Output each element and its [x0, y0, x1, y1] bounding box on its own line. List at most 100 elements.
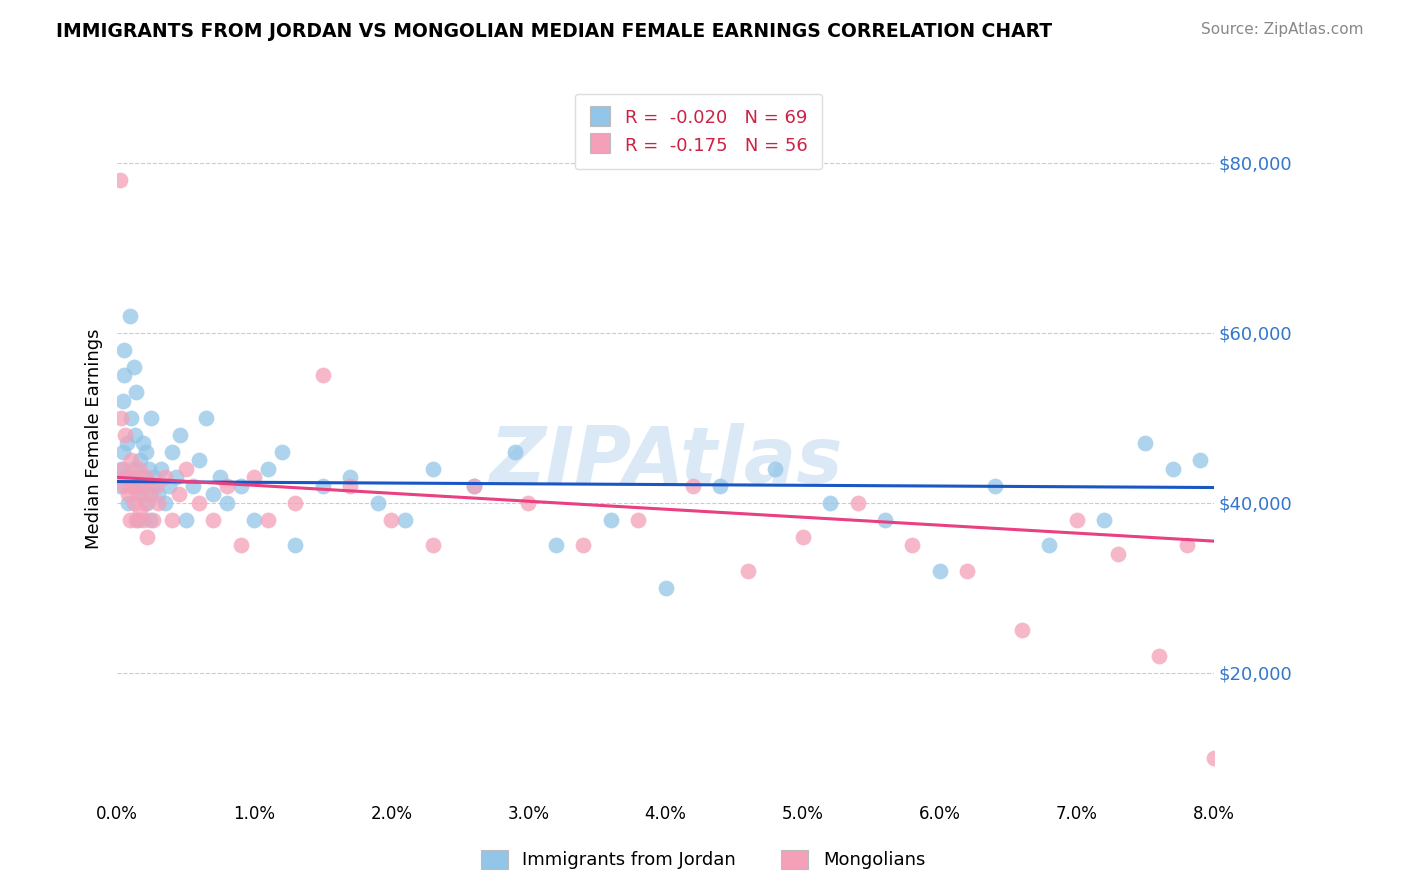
Text: IMMIGRANTS FROM JORDAN VS MONGOLIAN MEDIAN FEMALE EARNINGS CORRELATION CHART: IMMIGRANTS FROM JORDAN VS MONGOLIAN MEDI…: [56, 22, 1052, 41]
Point: [143, 470, 166, 484]
Point: [131, 487, 153, 501]
Point: [167, 487, 190, 501]
Point: [142, 513, 165, 527]
Point: [135, 444, 157, 458]
Point: [202, 513, 225, 527]
Point: [120, 453, 142, 467]
Point: [284, 538, 307, 552]
Point: [118, 513, 141, 527]
Point: [339, 470, 361, 484]
Point: [181, 479, 204, 493]
Point: [129, 504, 152, 518]
Point: [122, 496, 145, 510]
Point: [118, 309, 141, 323]
Point: [682, 479, 704, 493]
Point: [901, 538, 924, 552]
Point: [132, 436, 155, 450]
Point: [125, 513, 148, 527]
Point: [1107, 547, 1129, 561]
Point: [160, 513, 183, 527]
Point: [112, 343, 135, 357]
Point: [121, 479, 143, 493]
Point: [153, 470, 176, 484]
Point: [145, 479, 167, 493]
Point: [136, 530, 159, 544]
Point: [846, 496, 869, 510]
Point: [215, 479, 238, 493]
Point: [1066, 513, 1088, 527]
Point: [928, 564, 950, 578]
Point: [257, 513, 280, 527]
Point: [503, 444, 526, 458]
Text: ZIPAtlas: ZIPAtlas: [489, 423, 842, 499]
Point: [174, 513, 197, 527]
Point: [127, 513, 149, 527]
Point: [136, 496, 159, 510]
Point: [1038, 538, 1060, 552]
Point: [195, 410, 218, 425]
Point: [1147, 648, 1170, 663]
Point: [463, 479, 485, 493]
Point: [157, 479, 180, 493]
Point: [1092, 513, 1115, 527]
Point: [243, 513, 266, 527]
Point: [132, 513, 155, 527]
Point: [873, 513, 896, 527]
Point: [111, 393, 134, 408]
Point: [108, 172, 131, 186]
Point: [627, 513, 650, 527]
Point: [129, 453, 152, 467]
Point: [165, 470, 187, 484]
Legend: Immigrants from Jordan, Mongolians: Immigrants from Jordan, Mongolians: [472, 841, 934, 879]
Point: [117, 487, 139, 501]
Point: [117, 496, 139, 510]
Point: [188, 453, 211, 467]
Y-axis label: Median Female Earnings: Median Female Earnings: [86, 329, 103, 549]
Point: [463, 479, 485, 493]
Point: [142, 479, 165, 493]
Point: [229, 538, 252, 552]
Point: [135, 470, 157, 484]
Point: [150, 462, 173, 476]
Point: [709, 479, 731, 493]
Point: [114, 427, 136, 442]
Point: [115, 436, 138, 450]
Point: [208, 470, 231, 484]
Point: [1161, 462, 1184, 476]
Point: [818, 496, 841, 510]
Text: Source: ZipAtlas.com: Source: ZipAtlas.com: [1201, 22, 1364, 37]
Point: [112, 479, 135, 493]
Point: [120, 410, 142, 425]
Point: [138, 462, 160, 476]
Point: [215, 496, 238, 510]
Point: [131, 479, 153, 493]
Point: [243, 470, 266, 484]
Point: [956, 564, 979, 578]
Point: [544, 538, 567, 552]
Point: [394, 513, 416, 527]
Point: [112, 368, 135, 383]
Point: [111, 444, 134, 458]
Legend: R =  -0.020   N = 69, R =  -0.175   N = 56: R = -0.020 N = 69, R = -0.175 N = 56: [575, 94, 823, 169]
Point: [110, 462, 132, 476]
Point: [124, 427, 146, 442]
Point: [128, 462, 150, 476]
Point: [134, 470, 156, 484]
Point: [122, 462, 145, 476]
Point: [1202, 751, 1225, 765]
Point: [148, 496, 170, 510]
Point: [153, 496, 176, 510]
Point: [517, 496, 540, 510]
Point: [139, 487, 162, 501]
Point: [367, 496, 389, 510]
Point: [763, 462, 786, 476]
Point: [270, 444, 292, 458]
Point: [202, 487, 225, 501]
Point: [1011, 624, 1033, 638]
Point: [422, 462, 444, 476]
Point: [188, 496, 211, 510]
Point: [108, 479, 131, 493]
Point: [339, 479, 361, 493]
Point: [572, 538, 595, 552]
Point: [139, 513, 162, 527]
